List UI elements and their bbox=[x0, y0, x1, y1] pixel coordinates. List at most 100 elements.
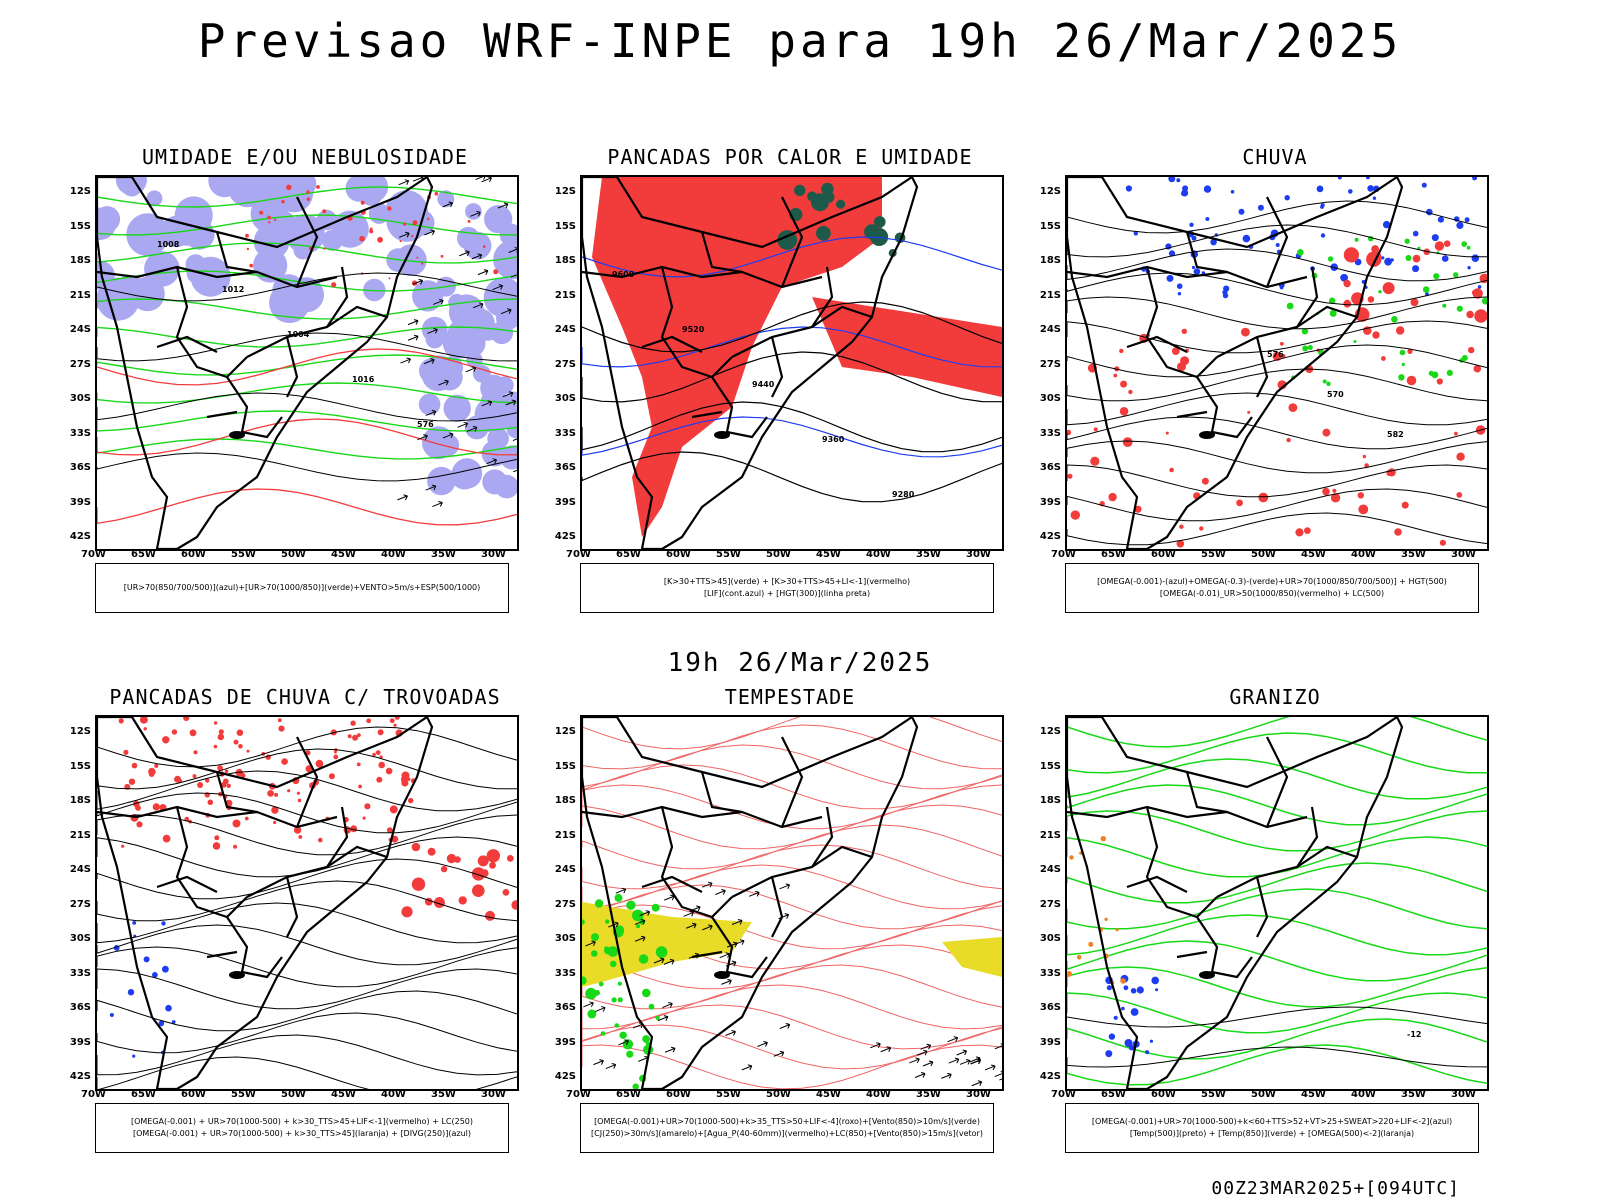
lat-label: 24S bbox=[554, 324, 576, 335]
lon-label: 35W bbox=[431, 549, 456, 560]
lon-label: 45W bbox=[1301, 1089, 1326, 1100]
lon-label: 55W bbox=[1201, 549, 1226, 560]
contour-label: 9280 bbox=[892, 490, 915, 499]
legend-line: [Temp(500)](preto) + [Temp(850)](verde) … bbox=[1129, 1129, 1415, 1138]
storm-red bbox=[401, 842, 517, 921]
temp850-contours bbox=[1067, 717, 1487, 1086]
contour-label: 1012 bbox=[222, 285, 244, 294]
legend-line: [OMEGA(-0.001)-(azul)+OMEGA(-0.3)-(verde… bbox=[1097, 577, 1447, 586]
hgt500-streamlines bbox=[1067, 200, 1487, 546]
lon-label: 70W bbox=[566, 549, 591, 560]
legend-line: [OMEGA(-0.001)+UR>70(1000-500)+k>35_TTS>… bbox=[594, 1117, 980, 1126]
lat-label: 24S bbox=[554, 864, 576, 875]
panel-legend: [OMEGA(-0.001)-(azul)+OMEGA(-0.3)-(verde… bbox=[1065, 563, 1479, 613]
lat-label: 30S bbox=[554, 393, 576, 404]
lat-label: 30S bbox=[69, 393, 91, 404]
lon-label: 45W bbox=[1301, 549, 1326, 560]
lon-label: 30W bbox=[966, 549, 991, 560]
contour-label: 1016 bbox=[352, 375, 375, 384]
lon-label: 65W bbox=[131, 549, 156, 560]
lat-label: 33S bbox=[1039, 427, 1061, 439]
lat-label: 36S bbox=[1039, 1002, 1061, 1013]
lat-label: 42S bbox=[1039, 531, 1061, 542]
lat-label: 21S bbox=[69, 829, 91, 841]
lon-label: 65W bbox=[131, 1089, 156, 1100]
lon-label: 50W bbox=[281, 1089, 306, 1100]
lat-label: 18S bbox=[69, 795, 91, 806]
wind850-vectors bbox=[870, 1036, 1002, 1087]
lat-label: 42S bbox=[69, 1071, 91, 1082]
lat-label: 12S bbox=[1039, 726, 1061, 737]
legend-line: [OMEGA(-0.001) + UR>70(1000-500) + k>30_… bbox=[130, 1117, 474, 1126]
lon-label: 50W bbox=[281, 549, 306, 560]
map-area bbox=[580, 715, 1004, 1091]
lat-label: 18S bbox=[69, 255, 91, 266]
storm-red bbox=[118, 717, 416, 850]
lat-label: 24S bbox=[1039, 864, 1061, 875]
lif-contours bbox=[582, 236, 1002, 458]
wind850-vectors bbox=[583, 881, 791, 1071]
lat-label: 33S bbox=[554, 427, 576, 439]
lat-label: 27S bbox=[554, 358, 576, 370]
map-area bbox=[95, 715, 519, 1091]
lon-label: 70W bbox=[1051, 1089, 1076, 1100]
lon-axis: 70W 65W 60W 55W 50W 45W 40W 35W 30W bbox=[81, 1089, 531, 1103]
streamlines-250 bbox=[97, 726, 517, 1089]
lat-label: 39S bbox=[69, 496, 91, 508]
lat-label: 30S bbox=[554, 933, 576, 944]
lon-label: 70W bbox=[566, 1089, 591, 1100]
lon-label: 30W bbox=[1451, 549, 1476, 560]
temp500-contours bbox=[1067, 1006, 1487, 1068]
map-area: 1008 1012 1004 1016 576 bbox=[95, 175, 519, 551]
lat-label: 33S bbox=[69, 427, 91, 439]
lat-label: 21S bbox=[69, 289, 91, 301]
lon-label: 40W bbox=[381, 549, 406, 560]
legend-line: [CJ(250)>30m/s](amarelo)+[Agua_P(40-60mm… bbox=[591, 1129, 983, 1138]
contour-label: 9520 bbox=[682, 325, 705, 334]
lat-label: 39S bbox=[554, 496, 576, 508]
lat-label: 33S bbox=[69, 967, 91, 979]
lat-label: 24S bbox=[1039, 324, 1061, 335]
map-area: 576 570 582 bbox=[1065, 175, 1489, 551]
lon-axis: 70W 65W 60W 55W 50W 45W 40W 35W 30W bbox=[1051, 1089, 1501, 1103]
contour-label: 1008 bbox=[157, 240, 180, 249]
lon-label: 35W bbox=[916, 1089, 941, 1100]
lat-label: 36S bbox=[69, 1002, 91, 1013]
contour-label: 576 bbox=[1267, 350, 1284, 359]
lat-label: 30S bbox=[1039, 933, 1061, 944]
lon-axis: 70W 65W 60W 55W 50W 45W 40W 35W 30W bbox=[566, 1089, 1016, 1103]
panel-title: CHUVA bbox=[1242, 145, 1308, 169]
jet-yellow bbox=[582, 902, 1002, 987]
lon-label: 65W bbox=[1101, 549, 1126, 560]
legend-line: [LIF](cont.azul) + [HGT(300)](linha pret… bbox=[703, 589, 871, 598]
lon-label: 60W bbox=[1151, 549, 1176, 560]
lat-label: 15S bbox=[69, 760, 91, 772]
lat-label: 21S bbox=[1039, 289, 1061, 301]
map-area: -12 bbox=[1065, 715, 1489, 1091]
contour-label: 9440 bbox=[752, 380, 775, 389]
lat-label: 36S bbox=[69, 462, 91, 473]
humidity-high-layer bbox=[418, 293, 517, 499]
lat-label: 39S bbox=[1039, 1036, 1061, 1048]
contour-label: 570 bbox=[1327, 390, 1344, 399]
lat-label: 39S bbox=[1039, 496, 1061, 508]
lat-label: 33S bbox=[554, 967, 576, 979]
contour-label: 582 bbox=[1387, 430, 1404, 439]
lat-label: 42S bbox=[554, 1071, 576, 1082]
lat-label: 36S bbox=[554, 462, 576, 473]
lat-label: 42S bbox=[1039, 1071, 1061, 1082]
lon-label: 30W bbox=[966, 1089, 991, 1100]
lat-label: 27S bbox=[69, 898, 91, 910]
panel-legend: [OMEGA(-0.001)+UR>70(1000-500)+k>35_TTS>… bbox=[580, 1103, 994, 1153]
uniform-red bbox=[1067, 326, 1486, 548]
legend-line: [OMEGA(-0.01)_UR>50(1000/850)(vermelho) … bbox=[1159, 589, 1385, 598]
lat-label: 27S bbox=[554, 898, 576, 910]
lon-label: 40W bbox=[866, 1089, 891, 1100]
lat-label: 39S bbox=[554, 1036, 576, 1048]
forecast-time: 19h 26/Mar/2025 bbox=[667, 648, 933, 678]
lat-label: 42S bbox=[554, 531, 576, 542]
lon-label: 50W bbox=[1251, 549, 1276, 560]
lon-label: 50W bbox=[766, 549, 791, 560]
lat-label: 12S bbox=[1039, 186, 1061, 197]
lat-label: 15S bbox=[554, 760, 576, 772]
